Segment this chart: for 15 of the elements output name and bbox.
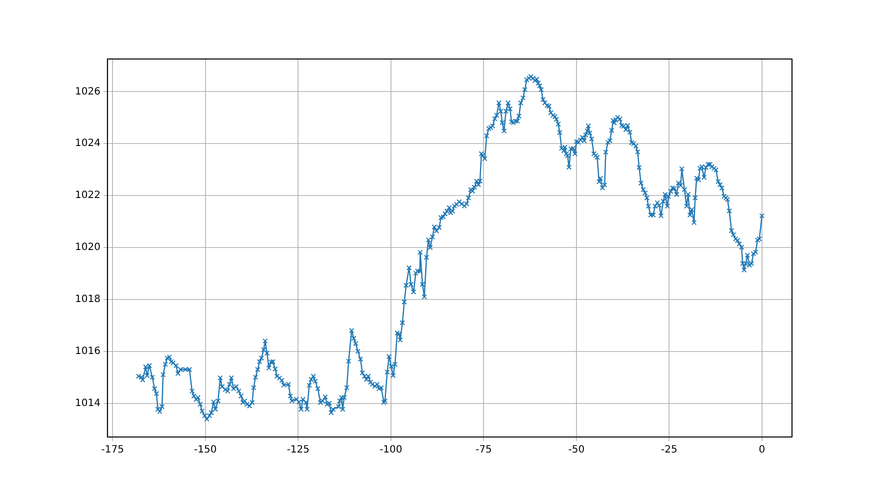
y-tick-label: 1026 [74, 86, 100, 98]
x-tick-label: -25 [661, 444, 678, 456]
y-tick-label: 1020 [74, 242, 100, 254]
x-tick-label: -50 [568, 444, 585, 456]
x-tick-label: -100 [380, 444, 402, 456]
y-tick-label: 1016 [74, 346, 100, 357]
x-tick-label: 0 [758, 444, 766, 456]
x-tick-label: -150 [194, 444, 217, 456]
x-tick-label: -175 [101, 444, 124, 456]
y-tick-label: 1014 [74, 398, 100, 409]
y-tick-label: 1022 [74, 190, 100, 202]
y-tick-label: 1024 [74, 138, 100, 150]
x-tick-label: -125 [286, 444, 310, 456]
x-tick-label: -75 [476, 444, 492, 456]
y-tick-label: 1018 [74, 294, 100, 305]
